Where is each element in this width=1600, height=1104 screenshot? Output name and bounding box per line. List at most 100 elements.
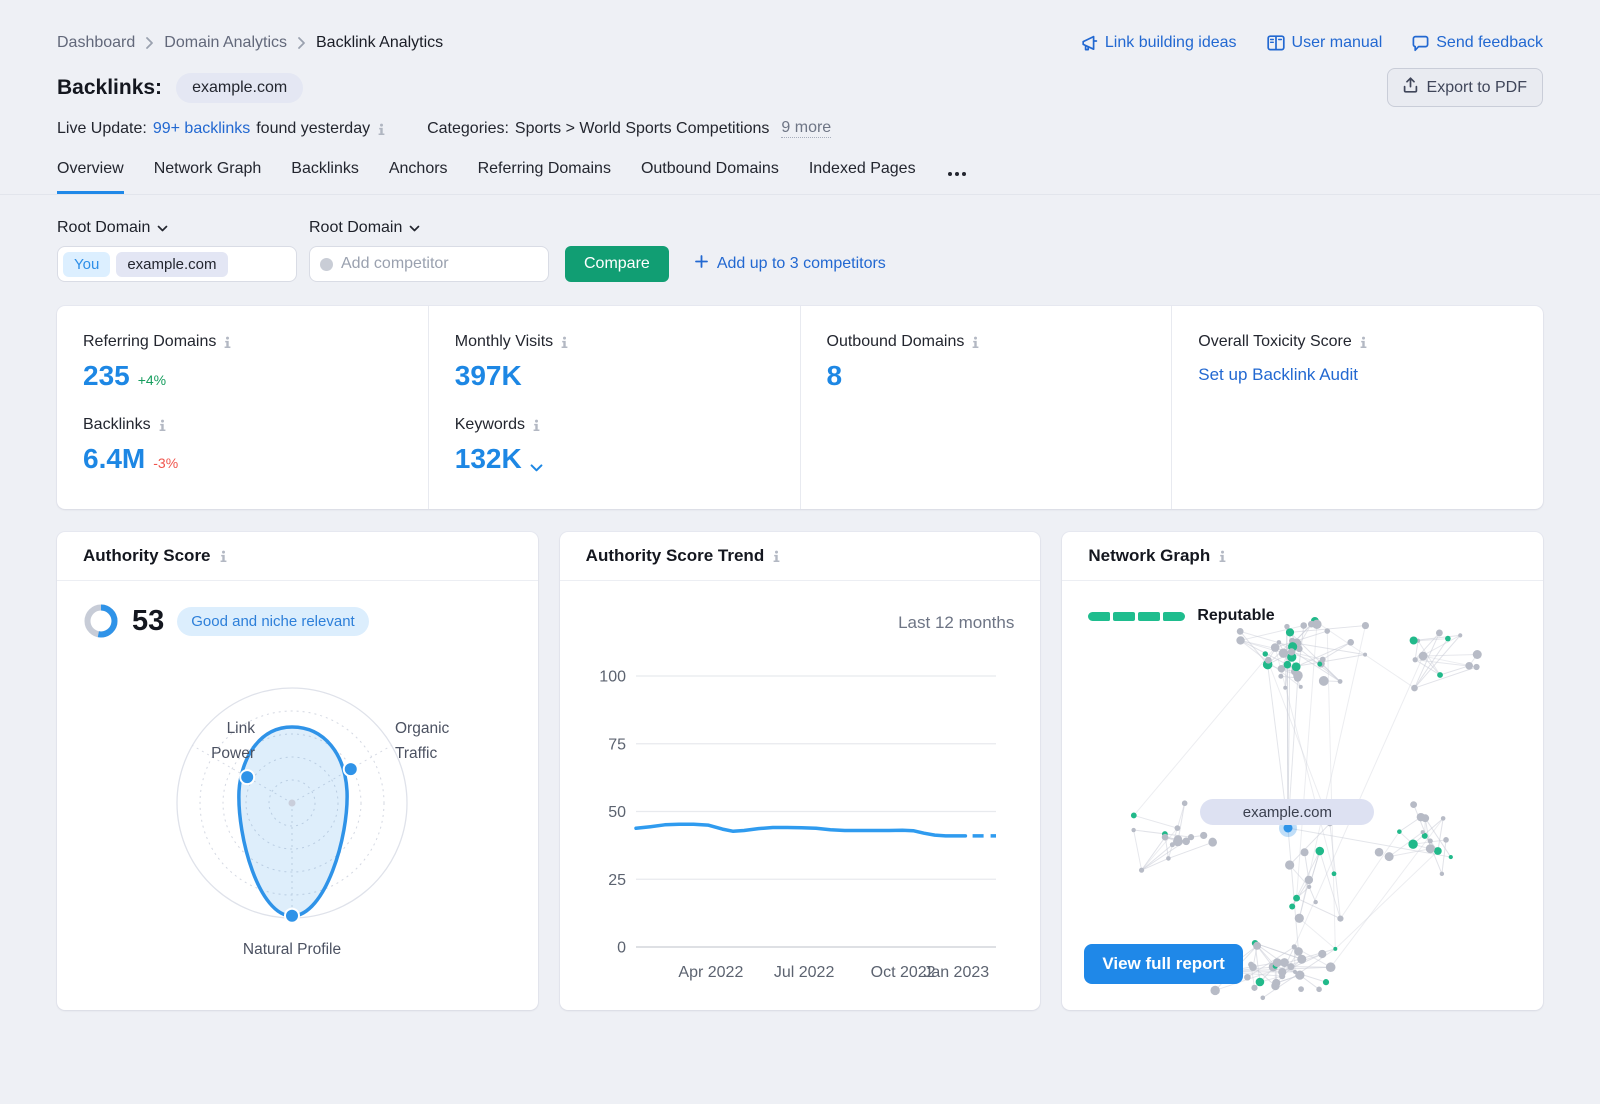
tab-network-graph[interactable]: Network Graph	[153, 160, 262, 177]
breadcrumb-backlink-analytics: Backlink Analytics	[316, 34, 444, 51]
network-node	[1362, 621, 1370, 630]
network-node-highlight	[1262, 651, 1269, 657]
keywords-expand-chevron-icon[interactable]	[530, 447, 543, 479]
info-icon[interactable]	[561, 335, 568, 349]
analyzed-domain-chip: example.com	[176, 72, 304, 103]
referring-domains-value[interactable]: 235	[83, 360, 130, 391]
network-node	[1288, 648, 1296, 656]
authority-score-radar-chart: Link Power Organic Traffic Natural Profile	[176, 687, 450, 958]
trend-x-tick: Jan 2023	[923, 964, 989, 981]
backlinks-found-link[interactable]: 99+ backlinks	[152, 119, 251, 137]
trend-x-tick: Oct 2022	[870, 964, 935, 981]
view-full-report-button[interactable]: View full report	[1084, 944, 1243, 984]
chevron-down-icon	[157, 219, 168, 237]
network-node	[1458, 633, 1463, 638]
tab-outbound-domains[interactable]: Outbound Domains	[640, 160, 779, 177]
export-to-pdf-button[interactable]: Export to PDF	[1386, 68, 1543, 107]
network-node	[1279, 648, 1289, 658]
network-node	[1307, 884, 1312, 889]
network-node	[1293, 969, 1298, 975]
root-domain-selector-1[interactable]: Root Domain	[57, 219, 309, 237]
backlinks-delta: -3%	[153, 455, 179, 471]
top-bar: Dashboard Domain Analytics Backlink Anal…	[57, 34, 1543, 52]
add-competitor-box[interactable]	[309, 246, 549, 282]
breadcrumb-dashboard[interactable]: Dashboard	[57, 34, 136, 51]
your-domain-box[interactable]: You example.com	[57, 246, 297, 282]
info-icon[interactable]	[1219, 549, 1226, 563]
info-icon[interactable]	[378, 122, 385, 136]
network-node	[1326, 962, 1336, 973]
add-competitor-input[interactable]	[341, 255, 511, 273]
network-node	[1295, 970, 1305, 980]
breadcrumb-domain-analytics[interactable]: Domain Analytics	[164, 34, 287, 51]
live-update-suffix: found yesterday	[256, 119, 371, 137]
authority-score-trend-title: Authority Score Trend	[585, 546, 765, 565]
backlinks-label: Backlinks	[83, 416, 151, 433]
network-node	[1131, 827, 1137, 833]
tabs-overflow-button[interactable]	[946, 172, 968, 194]
plus-icon	[694, 255, 708, 273]
keywords-value[interactable]: 132K	[454, 443, 522, 474]
tab-indexed-pages[interactable]: Indexed Pages	[808, 160, 916, 177]
info-icon[interactable]	[1360, 335, 1367, 349]
competitor-color-dot	[320, 257, 333, 271]
network-node	[1440, 871, 1445, 877]
categories-more-link[interactable]: 9 more	[781, 119, 832, 138]
network-node	[1237, 627, 1244, 635]
network-node	[1320, 656, 1326, 663]
network-node	[1338, 679, 1343, 684]
authority-score-value: 53	[132, 604, 165, 637]
chat-bubble-icon	[1412, 35, 1429, 52]
network-node-highlight	[1445, 635, 1452, 642]
network-node-highlight	[1131, 812, 1138, 819]
backlinks-value[interactable]: 6.4M	[83, 443, 146, 474]
network-node	[1412, 657, 1419, 663]
chevron-right-icon	[145, 36, 154, 50]
network-node	[1318, 949, 1327, 959]
root-domain-selector-2[interactable]: Root Domain	[309, 219, 420, 237]
user-manual-link[interactable]: User manual	[1266, 34, 1382, 52]
tab-overview[interactable]: Overview	[57, 160, 124, 194]
network-node	[1278, 673, 1284, 679]
add-competitors-link[interactable]: Add up to 3 competitors	[694, 255, 886, 273]
compare-button[interactable]: Compare	[565, 246, 669, 282]
link-building-ideas-link[interactable]: Link building ideas	[1081, 34, 1237, 52]
stat-col-referring-backlinks: Referring Domains 235 +4% Backlinks 6.4M…	[57, 306, 428, 509]
network-node	[1319, 676, 1329, 686]
authority-score-card: Authority Score 53 Good and niche releva…	[57, 532, 538, 1010]
network-node	[1210, 985, 1221, 996]
network-node	[1209, 837, 1217, 846]
widget-row: Authority Score 53 Good and niche releva…	[57, 532, 1544, 1010]
outbound-domains-value[interactable]: 8	[826, 360, 843, 391]
network-node	[1300, 848, 1309, 857]
network-node-highlight	[1409, 636, 1418, 645]
info-icon[interactable]	[159, 418, 166, 432]
info-icon[interactable]	[533, 418, 540, 432]
info-icon[interactable]	[224, 335, 231, 349]
tab-referring-domains[interactable]: Referring Domains	[477, 160, 611, 177]
setup-backlink-audit-link[interactable]: Set up Backlink Audit	[1198, 365, 1358, 384]
network-node	[1294, 674, 1302, 682]
radar-point-natural-profile	[284, 907, 300, 924]
toxicity-score-label: Overall Toxicity Score	[1198, 333, 1352, 350]
network-node	[1312, 619, 1322, 629]
network-node	[1441, 816, 1446, 821]
network-reputation-legend: Reputable	[1088, 607, 1517, 625]
info-icon[interactable]	[972, 335, 979, 349]
network-node	[1305, 875, 1314, 885]
info-icon[interactable]	[773, 549, 780, 563]
trend-y-tick: 75	[608, 736, 626, 753]
referring-domains-label: Referring Domains	[83, 333, 217, 350]
tab-backlinks[interactable]: Backlinks	[291, 160, 359, 177]
network-node-highlight	[1289, 903, 1296, 910]
network-node-highlight	[1397, 829, 1403, 834]
radar-axis-label: Organic	[395, 720, 450, 737]
monthly-visits-value[interactable]: 397K	[454, 360, 522, 391]
send-feedback-link[interactable]: Send feedback	[1412, 34, 1543, 52]
megaphone-icon	[1081, 35, 1098, 52]
info-icon[interactable]	[220, 549, 227, 563]
tab-anchors[interactable]: Anchors	[388, 160, 448, 177]
network-node	[1410, 801, 1418, 809]
network-node-highlight	[1315, 846, 1325, 856]
network-node	[1294, 947, 1304, 956]
